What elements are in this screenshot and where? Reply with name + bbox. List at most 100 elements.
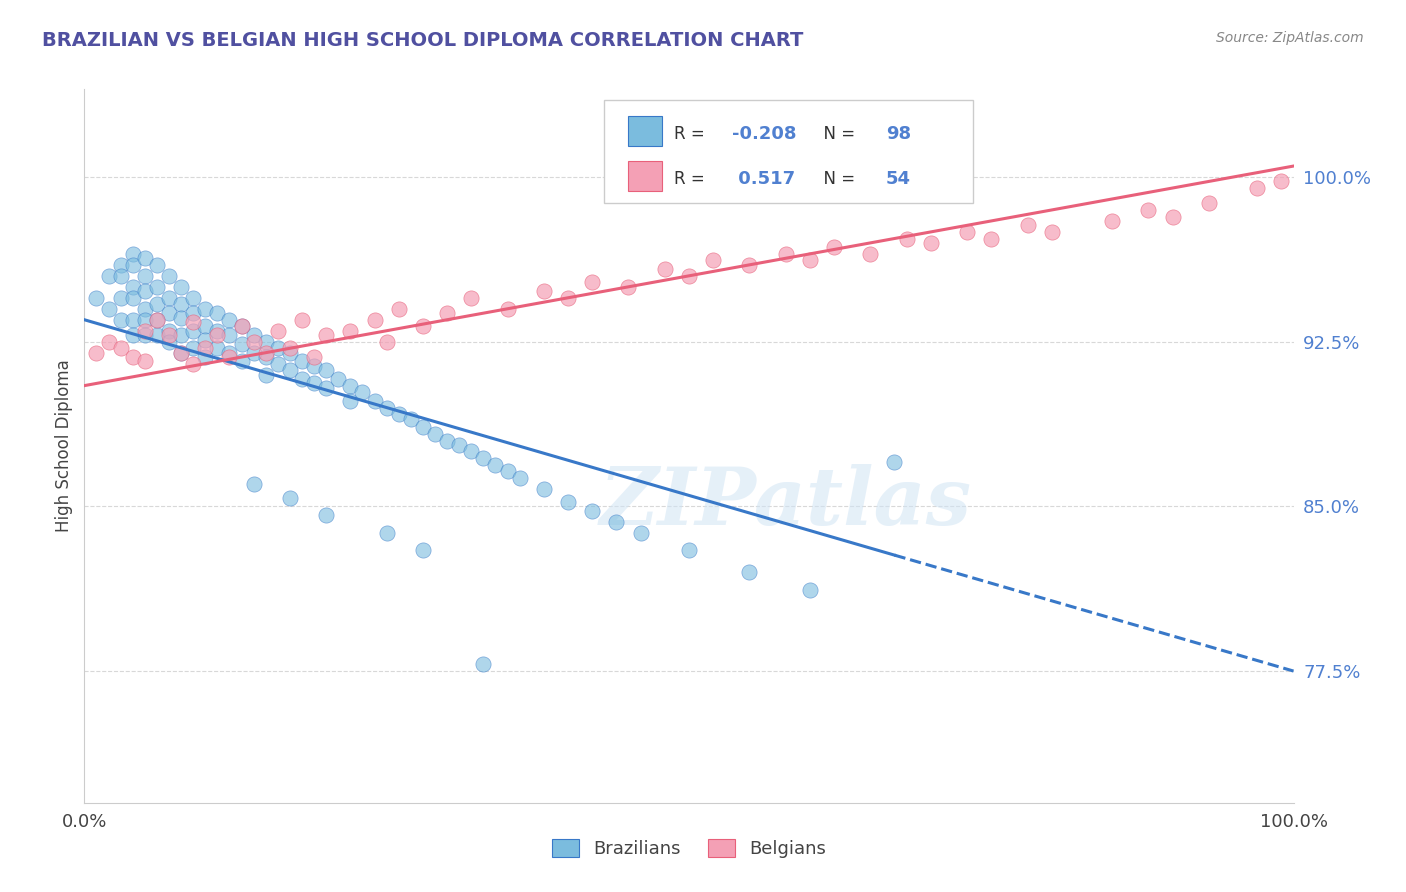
Point (496, 301, 519, 316)
Point (242, 328, 264, 343)
Point (86, 345, 108, 359)
Point (121, 258, 143, 272)
Point (134, 312, 156, 326)
Point (883, 455, 905, 469)
Point (1137, 202, 1160, 217)
Point (496, 464, 519, 478)
Point (315, 508, 337, 523)
Point (146, 297, 169, 311)
Point (423, 426, 446, 441)
Point (1040, 225, 1063, 239)
Point (363, 312, 385, 326)
Point (412, 420, 434, 434)
Point (254, 368, 277, 382)
Point (134, 324, 156, 338)
Point (194, 333, 217, 347)
Text: 0.517: 0.517 (733, 169, 796, 187)
Point (218, 312, 240, 326)
Point (170, 345, 193, 359)
Point (97, 334, 120, 349)
Point (194, 341, 217, 355)
Point (181, 315, 204, 329)
Point (315, 381, 337, 395)
Point (291, 312, 314, 326)
Point (484, 458, 506, 472)
Point (181, 306, 204, 320)
Text: Source: ZipAtlas.com: Source: ZipAtlas.com (1216, 31, 1364, 45)
Point (121, 247, 143, 261)
Point (375, 525, 398, 540)
Point (557, 291, 579, 305)
Text: R =: R = (675, 125, 710, 144)
Point (617, 280, 640, 294)
Point (581, 504, 603, 518)
Point (302, 350, 325, 364)
Point (1017, 219, 1039, 233)
Point (823, 240, 845, 254)
Point (278, 341, 301, 355)
Point (278, 363, 301, 377)
Point (375, 401, 398, 415)
Text: ZIPatlas: ZIPatlas (599, 465, 972, 541)
Text: R =: R = (675, 169, 710, 187)
Point (267, 357, 290, 371)
Point (231, 337, 253, 351)
Point (170, 280, 193, 294)
Text: 54: 54 (886, 169, 911, 187)
Point (388, 407, 411, 421)
Point (339, 324, 361, 338)
Point (194, 301, 217, 316)
Point (157, 291, 180, 305)
Point (134, 252, 156, 266)
FancyBboxPatch shape (605, 100, 973, 203)
Point (896, 231, 918, 245)
Point (170, 297, 193, 311)
Point (254, 350, 277, 364)
Point (146, 312, 169, 326)
Y-axis label: High School Diploma: High School Diploma (55, 359, 73, 533)
Point (449, 438, 471, 452)
Point (291, 354, 314, 368)
Point (181, 357, 204, 371)
Point (97, 268, 120, 283)
Point (121, 328, 143, 343)
FancyBboxPatch shape (628, 116, 662, 146)
Point (267, 324, 290, 338)
Point (799, 582, 821, 597)
Legend: Brazilians, Belgians: Brazilians, Belgians (544, 831, 834, 865)
Point (702, 253, 724, 268)
Point (1198, 196, 1220, 211)
Point (181, 291, 204, 305)
Point (533, 482, 555, 496)
Text: N =: N = (814, 169, 860, 187)
Point (121, 280, 143, 294)
Point (231, 319, 253, 334)
Point (339, 378, 361, 392)
Point (460, 291, 482, 305)
Point (170, 345, 193, 359)
Text: -0.208: -0.208 (733, 125, 797, 144)
Point (134, 301, 156, 316)
Point (207, 324, 229, 338)
FancyBboxPatch shape (628, 161, 662, 191)
Point (157, 334, 180, 349)
Point (1246, 181, 1268, 195)
Point (412, 319, 434, 334)
Point (1101, 214, 1123, 228)
Point (859, 247, 882, 261)
Point (110, 341, 132, 355)
Point (134, 328, 156, 343)
Point (472, 451, 495, 466)
Point (267, 341, 290, 355)
Point (231, 354, 253, 368)
Point (254, 334, 277, 349)
Point (110, 268, 132, 283)
Point (630, 525, 652, 540)
Point (134, 268, 156, 283)
Point (920, 235, 942, 250)
Text: N =: N = (814, 125, 860, 144)
Point (678, 543, 700, 558)
Text: 98: 98 (886, 125, 911, 144)
Point (533, 284, 555, 298)
Point (315, 328, 337, 343)
